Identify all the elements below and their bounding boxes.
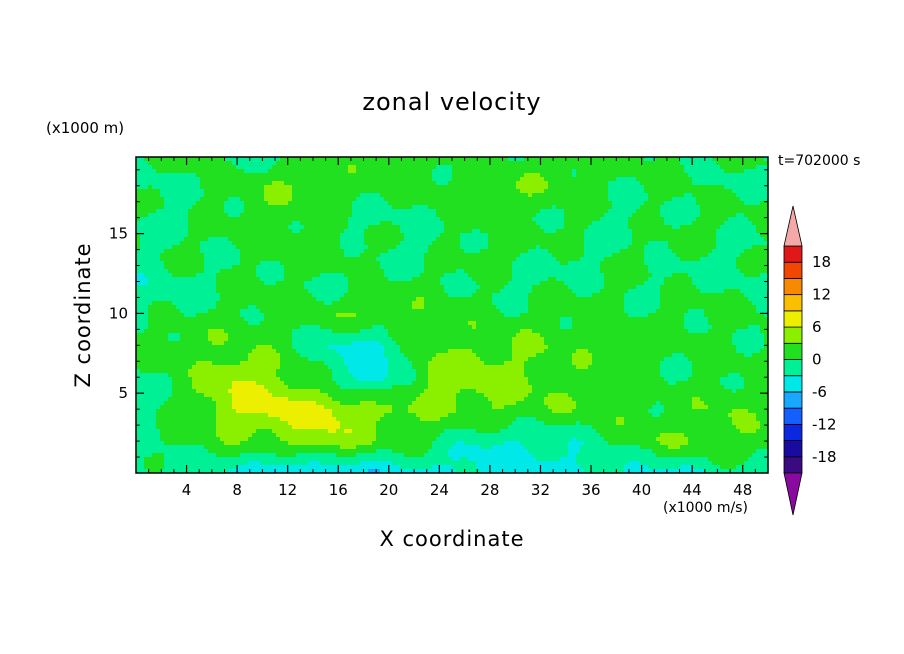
x-tick-label: 8 xyxy=(232,481,242,499)
x-tick-label: 36 xyxy=(581,481,600,499)
colorbar-segment xyxy=(783,342,803,360)
colorbar-segment xyxy=(783,326,803,344)
colorbar-segment xyxy=(783,423,803,441)
colorbar-label: 6 xyxy=(812,318,822,336)
colorbar-segment xyxy=(783,245,803,263)
colorbar-segment xyxy=(783,440,803,458)
colorbar-segment xyxy=(783,278,803,296)
colorbar-extend-low xyxy=(783,472,803,516)
colorbar-extend-high xyxy=(783,205,803,247)
colorbar-segment xyxy=(783,456,803,474)
chart-title: zonal velocity xyxy=(362,88,542,116)
colorbar-label: -12 xyxy=(812,415,837,433)
time-label: t=702000 s xyxy=(778,153,861,169)
x-units-label: (x1000 m/s) xyxy=(663,500,748,516)
x-tick-label: 20 xyxy=(379,481,398,499)
colorbar-segment xyxy=(783,359,803,377)
x-tick-label: 16 xyxy=(329,481,348,499)
colorbar-label: -6 xyxy=(812,383,827,401)
x-tick-label: 24 xyxy=(430,481,449,499)
colorbar-segment xyxy=(783,375,803,393)
x-tick-label: 32 xyxy=(531,481,550,499)
y-units-label: (x1000 m) xyxy=(46,119,125,137)
y-tick-label: 5 xyxy=(118,384,128,402)
x-tick-label: 12 xyxy=(278,481,297,499)
colorbar-segment xyxy=(783,407,803,425)
colorbar-segment xyxy=(783,261,803,279)
x-tick-label: 48 xyxy=(733,481,752,499)
colorbar-label: 12 xyxy=(812,286,831,304)
y-tick-label: 15 xyxy=(109,225,128,243)
colorbar-segment xyxy=(783,294,803,312)
x-tick-label: 28 xyxy=(480,481,499,499)
colorbar-label: 0 xyxy=(812,351,822,369)
colorbar-segment xyxy=(783,310,803,328)
y-tick-label: 10 xyxy=(109,304,128,322)
colorbar-label: 18 xyxy=(812,253,831,271)
x-tick-label: 44 xyxy=(683,481,702,499)
contour-field xyxy=(136,157,769,474)
colorbar-label: -18 xyxy=(812,448,837,466)
colorbar-segment xyxy=(783,391,803,409)
x-axis-label: X coordinate xyxy=(379,527,525,551)
x-tick-label: 4 xyxy=(182,481,192,499)
x-tick-label: 40 xyxy=(632,481,651,499)
